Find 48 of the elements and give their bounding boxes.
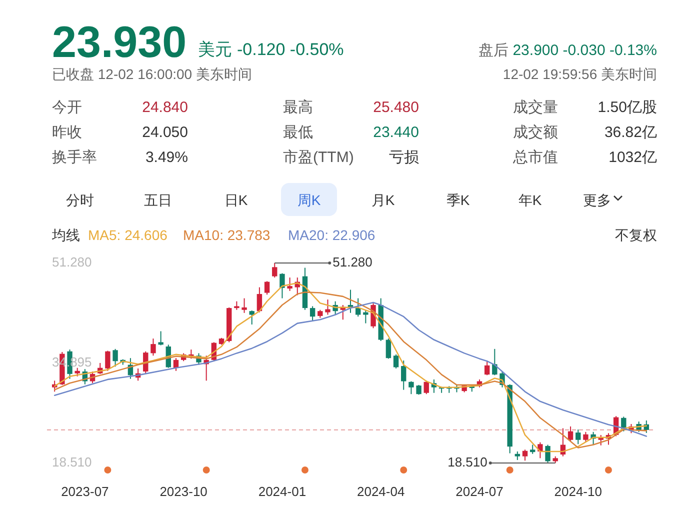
text: 换手率 (52, 149, 97, 166)
text: 36.82亿 (604, 124, 657, 141)
text: 五日 (144, 192, 172, 208)
text: 最低 (283, 124, 313, 141)
text: 亏损 (389, 149, 419, 166)
x-tick-label: 2023-10 (160, 484, 208, 499)
text: 美元 (198, 40, 232, 59)
y-tick-label: 51.280 (52, 254, 92, 270)
legend-title: 均线 (51, 227, 80, 243)
text: -0.120 -0.50% (237, 40, 344, 59)
text: 3.49% (145, 149, 188, 166)
text: 24.050 (142, 124, 188, 141)
x-tick-label: 2023-07 (61, 484, 109, 499)
text: 周K (297, 192, 322, 208)
annotation: 51.280 (332, 254, 372, 270)
x-tick-label: 2024-07 (456, 484, 504, 499)
x-tick-label: 2024-01 (258, 484, 306, 499)
annotation: 18.510 (448, 454, 488, 470)
text: 季K (446, 192, 470, 208)
text: 25.480 (373, 99, 419, 116)
text: 23.900 -0.030 -0.13% (512, 42, 657, 59)
x-tick-label: 2024-04 (356, 484, 405, 499)
text: 总市值 (512, 149, 558, 166)
text: 市盈(TTM) (283, 149, 354, 166)
y-tick-label: 18.510 (52, 454, 92, 470)
text: 23.930 (52, 18, 187, 67)
text: MA5: 24.606 (88, 227, 168, 243)
text: 分时 (66, 192, 94, 208)
text: 更多 (583, 192, 611, 208)
text: 12-02 19:59:56 美东时间 (502, 66, 657, 82)
text: 23.440 (373, 124, 419, 141)
text: MA20: 22.906 (288, 227, 376, 243)
text: 已收盘 12-02 16:00:00 美东时间 (52, 66, 252, 82)
text: 今开 (52, 99, 82, 116)
text: 成交额 (513, 124, 558, 141)
text: 1.50亿股 (598, 99, 657, 116)
text: 年K (518, 192, 542, 208)
text: 月K (371, 192, 396, 208)
text: 最高 (283, 99, 313, 116)
text: MA10: 23.783 (183, 227, 270, 243)
text: 24.840 (142, 99, 188, 116)
text: 盘后 (478, 42, 509, 59)
x-tick-label: 2024-10 (554, 484, 602, 499)
text: 昨收 (52, 124, 82, 141)
text: 成交量 (513, 99, 558, 116)
text: 日K (224, 192, 248, 208)
text: 不复权 (615, 227, 657, 243)
text: 1032亿 (608, 149, 657, 166)
